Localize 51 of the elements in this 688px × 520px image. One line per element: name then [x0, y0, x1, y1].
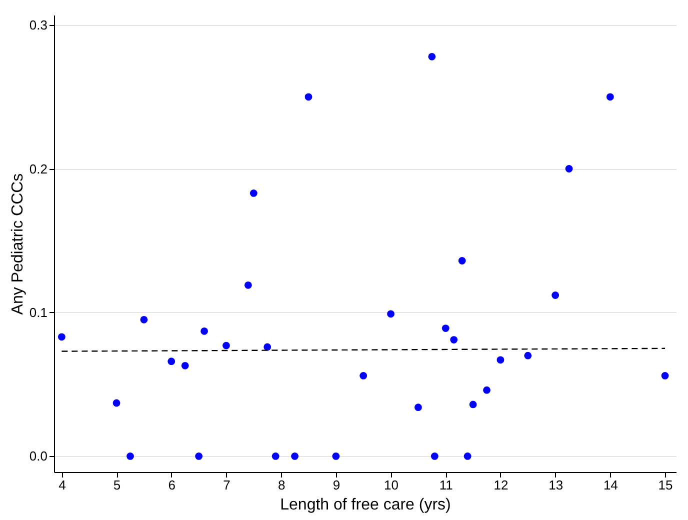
y-tick-label: 0.1: [29, 304, 48, 320]
point: [195, 452, 203, 460]
x-tick-label: 7: [223, 478, 230, 492]
point: [552, 292, 560, 299]
point: [661, 372, 669, 380]
point: [304, 93, 312, 101]
point: [469, 400, 477, 408]
y-tick-label: 0.2: [29, 161, 48, 176]
point: [360, 372, 368, 380]
x-tick-label: 11: [439, 478, 453, 492]
point: [140, 316, 148, 324]
point: [112, 399, 120, 407]
y-tick-label: 0.3: [29, 18, 48, 33]
point: [464, 452, 472, 460]
point: [332, 452, 340, 460]
point: [222, 342, 230, 350]
x-axis-title: Length of free care (yrs): [280, 496, 451, 514]
point: [414, 404, 422, 412]
point: [565, 165, 573, 172]
point: [458, 257, 466, 264]
point: [244, 281, 252, 289]
point: [430, 452, 438, 460]
y-tick-label: 0.0: [29, 448, 48, 464]
x-tick-label: 6: [168, 478, 176, 492]
point: [442, 324, 450, 332]
x-tick-label: 13: [548, 478, 564, 492]
point: [606, 93, 614, 101]
x-tick-label: 14: [603, 478, 618, 492]
point: [250, 190, 258, 197]
x-tick-label: 5: [113, 478, 121, 492]
point: [58, 333, 66, 341]
point: [291, 452, 298, 460]
point: [450, 336, 458, 344]
point: [264, 343, 272, 351]
y-axis-title: Any Pediatric CCCs: [9, 173, 26, 315]
x-tick-label: 12: [494, 478, 508, 492]
point: [483, 386, 490, 394]
x-tick-label: 10: [384, 478, 399, 492]
point: [200, 327, 208, 335]
point: [272, 452, 280, 460]
point: [524, 352, 532, 360]
point: [387, 310, 394, 318]
point: [181, 362, 189, 370]
point: [428, 52, 436, 60]
x-tick-label: 4: [58, 478, 66, 492]
x-tick-label: 8: [278, 478, 286, 492]
x-tick-label: 15: [658, 478, 673, 492]
point: [168, 358, 176, 366]
x-tick-label: 9: [332, 478, 340, 492]
point: [126, 452, 134, 460]
point: [496, 356, 504, 364]
